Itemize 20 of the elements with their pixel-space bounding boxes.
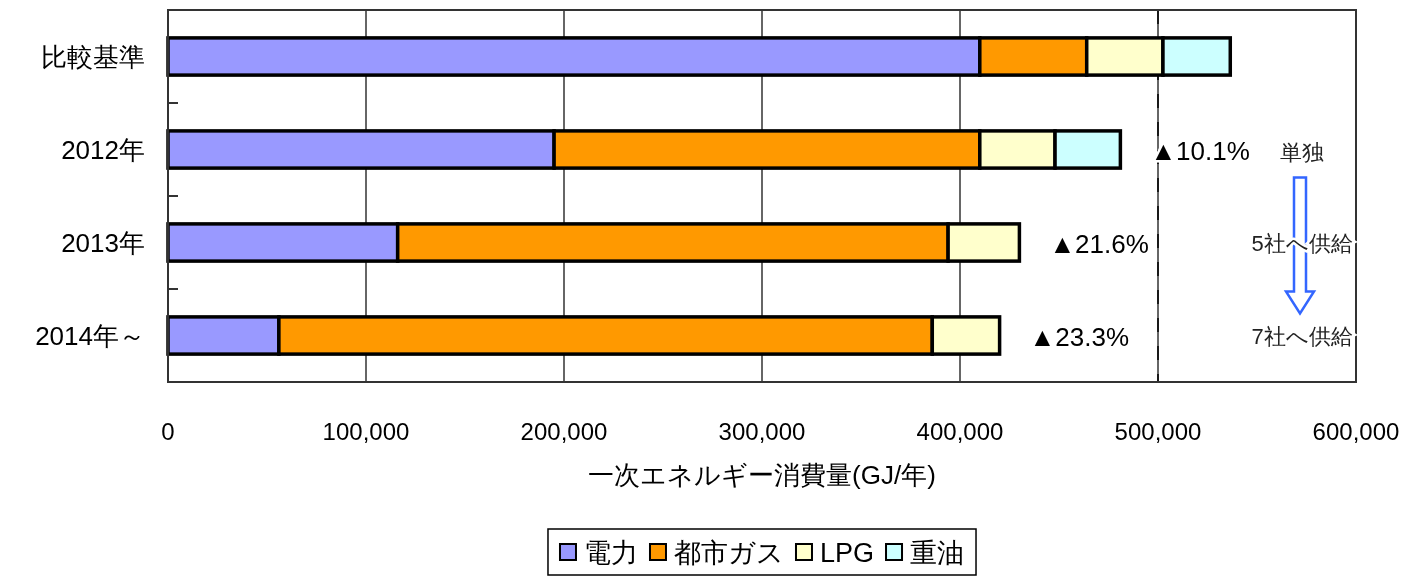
annotation: 7社へ供給	[1251, 323, 1353, 349]
x-tick-label: 400,000	[916, 418, 1004, 445]
x-tick-label: 500,000	[1114, 418, 1202, 445]
y-tick-label: 2012年	[61, 134, 145, 165]
annotation: 単独	[1280, 139, 1324, 165]
x-tick-label: 100,000	[322, 418, 410, 445]
annotation: ▲23.3%	[1029, 321, 1130, 352]
x-axis-title: 一次エネルギー消費量(GJ/年)	[588, 460, 936, 490]
y-tick-label: 2014年～	[35, 320, 145, 351]
x-tick-label: 600,000	[1312, 418, 1400, 445]
x-tick-label: 0	[161, 418, 175, 445]
x-tick-label: 300,000	[718, 418, 806, 445]
x-tick-label: 200,000	[520, 418, 608, 445]
legend-label: 電力	[583, 538, 638, 568]
y-tick-label: 2013年	[61, 227, 145, 258]
legend-label: 都市ガス	[673, 538, 784, 568]
legend-label: 重油	[910, 538, 965, 568]
y-tick-label: 比較基準	[41, 41, 145, 72]
legend-label: LPG	[819, 538, 875, 568]
annotation: ▲21.6%	[1049, 228, 1149, 259]
